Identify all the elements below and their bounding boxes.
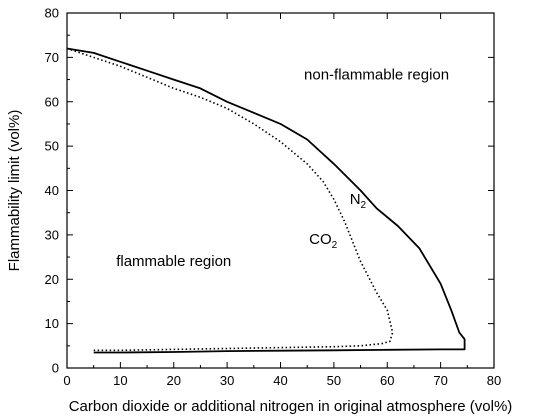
co2-curve xyxy=(66,47,394,352)
x-tick-label: 30 xyxy=(220,373,234,388)
annotation-1: flammable region xyxy=(116,253,231,270)
y-tick-label: 0 xyxy=(52,361,59,376)
y-tick-label: 10 xyxy=(45,316,59,331)
x-tick-label: 40 xyxy=(273,373,287,388)
x-tick-label: 20 xyxy=(167,373,181,388)
annotation-3: CO2 xyxy=(309,231,338,251)
annotation-0: non-flammable region xyxy=(304,67,449,84)
x-tick-label: 60 xyxy=(380,373,394,388)
y-tick-label: 20 xyxy=(45,272,59,287)
x-tick-label: 0 xyxy=(63,373,70,388)
series-layer xyxy=(66,47,466,354)
x-tick-label: 50 xyxy=(327,373,341,388)
x-axis-title: Carbon dioxide or additional nitrogen in… xyxy=(69,398,513,415)
annotation-main-text: N xyxy=(350,191,361,208)
y-axis-title: Flammability limit (vol%) xyxy=(6,110,23,272)
y-tick-label: 40 xyxy=(45,183,59,198)
annotation-main-text: CO xyxy=(309,231,332,248)
y-tick-label: 50 xyxy=(45,139,59,154)
y-tick-label: 70 xyxy=(45,50,59,65)
y-tick-label: 60 xyxy=(45,94,59,109)
x-tick-label: 70 xyxy=(433,373,447,388)
y-tick-label: 30 xyxy=(45,227,59,242)
x-axis-ticks: 0 10 20 30 40 50 60 70 80 xyxy=(63,13,501,388)
annotation-subscript: 2 xyxy=(361,200,367,211)
y-axis-ticks: 0 10 20 30 40 50 60 70 80 xyxy=(45,6,494,376)
annotation-2: N2 xyxy=(350,191,367,211)
x-tick-label: 10 xyxy=(113,373,127,388)
x-tick-label: 80 xyxy=(487,373,501,388)
annotation-subscript: 2 xyxy=(332,240,338,251)
y-tick-label: 80 xyxy=(45,6,59,21)
n2-curve xyxy=(66,47,466,354)
